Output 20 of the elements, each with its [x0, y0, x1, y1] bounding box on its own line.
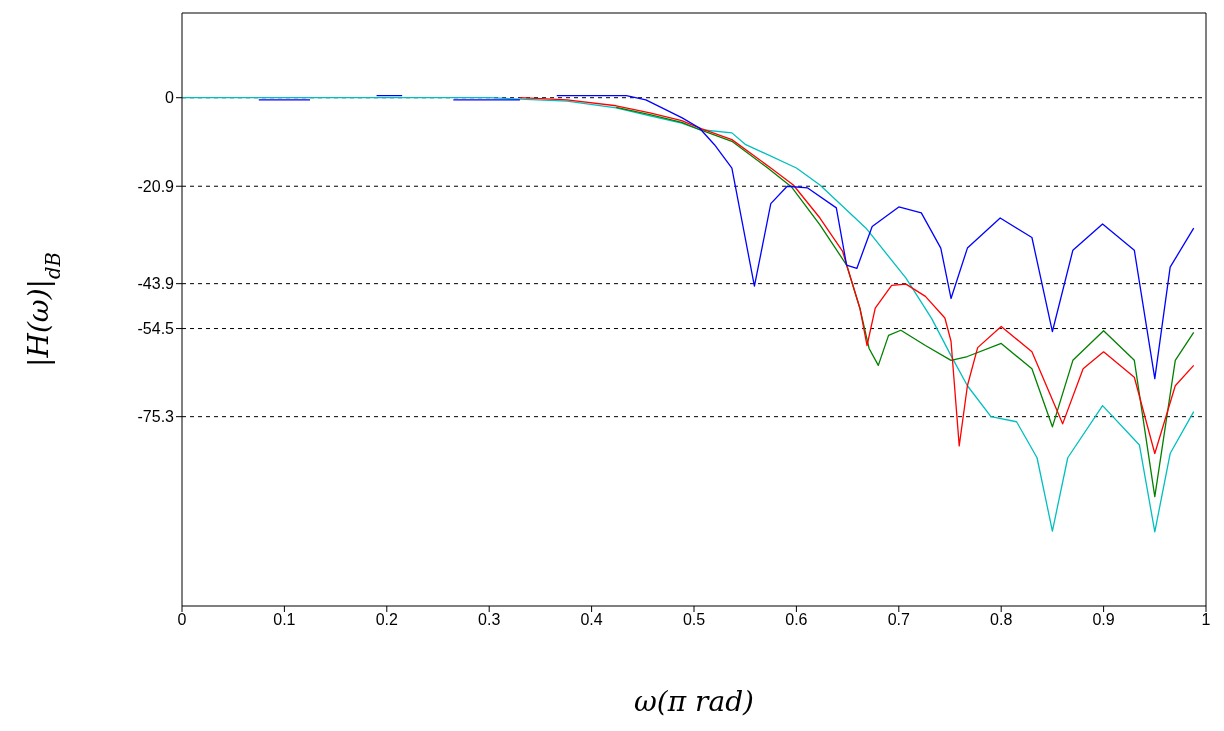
line-series — [182, 97, 1195, 533]
x-tick-label: 0.5 — [682, 611, 706, 629]
line-series — [615, 106, 1195, 498]
x-axis-title: ω(π rad) — [634, 685, 754, 718]
y-tick-label: -54.5 — [137, 320, 175, 338]
y-tick-label: -75.3 — [137, 408, 175, 426]
x-tick-label: 0.4 — [580, 611, 603, 629]
y-tick-label: -20.9 — [137, 177, 175, 195]
x-tick-label: 0.7 — [887, 611, 911, 629]
line-series — [519, 97, 1195, 455]
x-tick-label: 0.2 — [375, 611, 399, 629]
x-tick-label: 1 — [1201, 611, 1211, 629]
x-tick-label: 0.6 — [785, 611, 808, 629]
x-tick-label: 0.8 — [990, 611, 1013, 629]
x-tick-label: 0.1 — [273, 611, 296, 629]
y-tick-label: 0 — [165, 89, 175, 107]
x-tick-label: 0.3 — [478, 611, 501, 629]
x-tick-label: 0.9 — [1092, 611, 1115, 629]
x-tick-label: 0 — [177, 611, 187, 629]
y-tick-label: -43.9 — [137, 275, 175, 293]
